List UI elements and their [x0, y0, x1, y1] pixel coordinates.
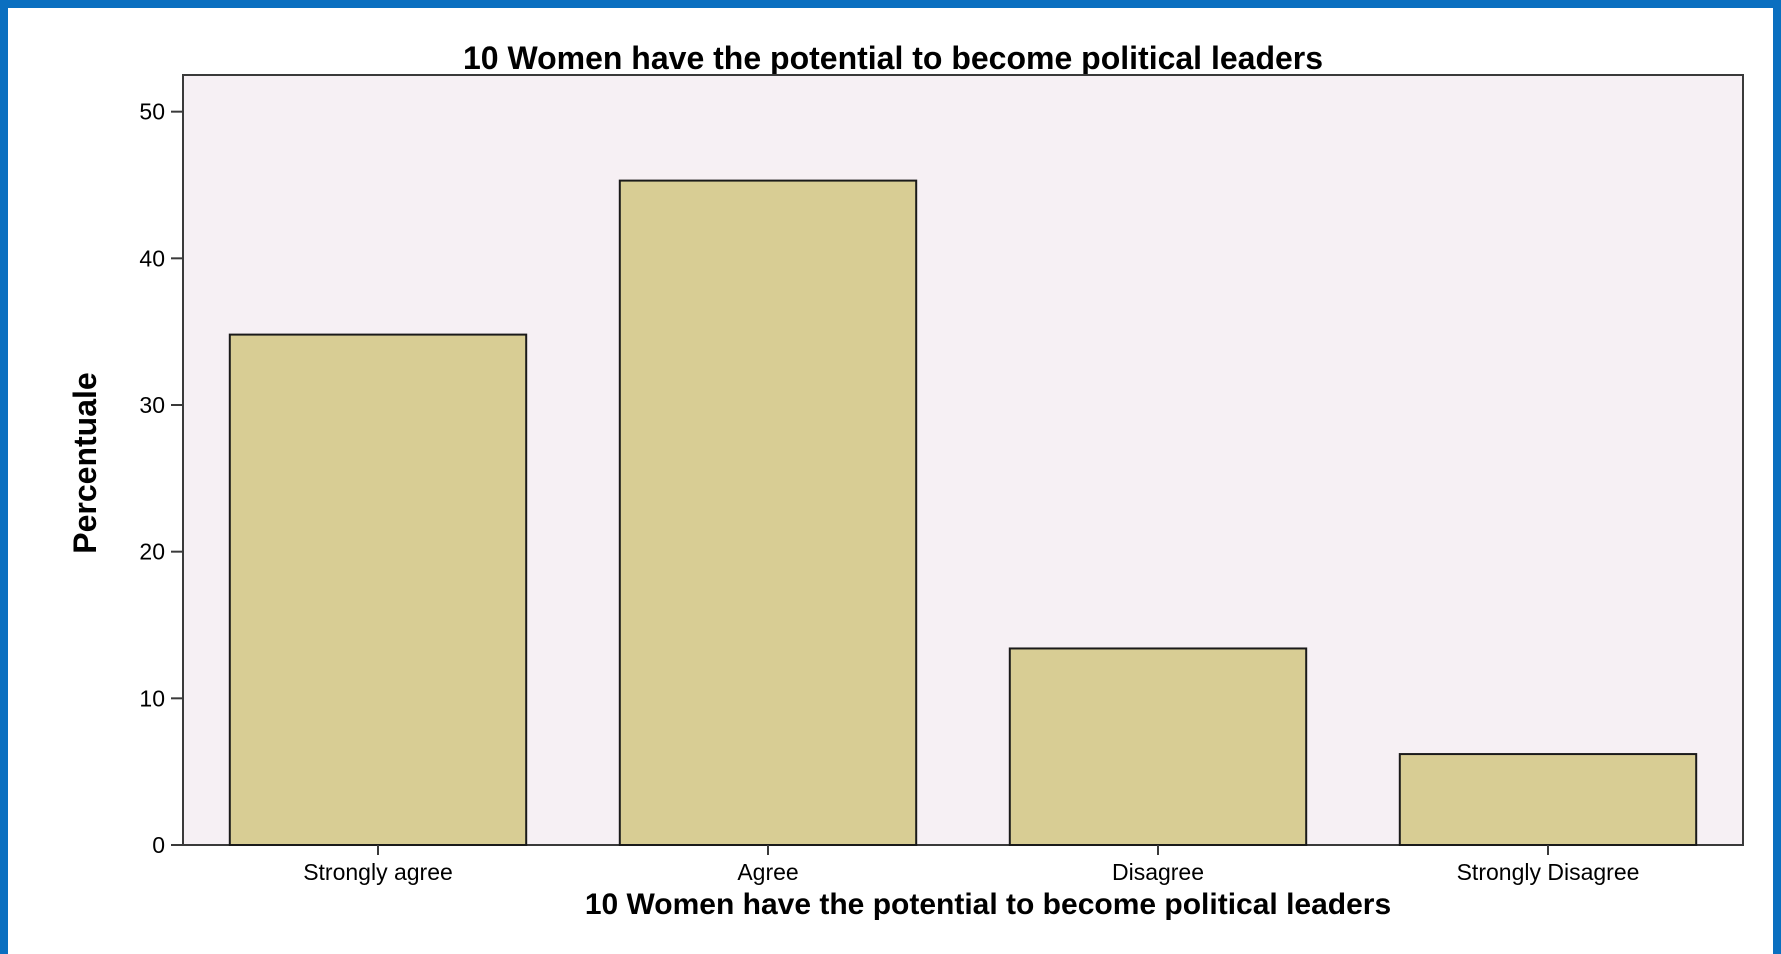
x-tick-label: Agree [737, 859, 798, 885]
x-axis-label: 10 Women have the potential to become po… [585, 888, 1391, 921]
bar-strongly-agree [228, 333, 528, 846]
chart-title: 10 Women have the potential to become po… [463, 40, 1323, 76]
y-tick-label: 20 [139, 539, 165, 565]
bar-disagree [1008, 647, 1308, 847]
x-axis-ticks: Strongly agree Agree Disagree Strongly Disa… [303, 845, 1639, 885]
y-tick-label: 50 [139, 99, 165, 125]
x-tick-label: Strongly agree [303, 859, 453, 885]
y-tick-label: 30 [139, 392, 165, 418]
bars-group [228, 179, 1698, 847]
bar-agree [618, 179, 918, 847]
bar-strongly-disagree [1398, 753, 1698, 846]
y-tick-label: 10 [139, 685, 165, 711]
y-tick-label: 40 [139, 245, 165, 271]
x-tick-label: Strongly Disagree [1457, 859, 1640, 885]
y-tick-label: 0 [152, 832, 165, 858]
x-tick-label: Disagree [1112, 859, 1204, 885]
y-axis-ticks: 0 10 20 30 40 50 [139, 99, 183, 858]
y-axis-label: Percentuale [67, 372, 103, 553]
bar-chart: 10 Women have the potential to become po… [67, 40, 1744, 921]
chart-frame: 10 Women have the potential to become po… [8, 8, 1773, 954]
